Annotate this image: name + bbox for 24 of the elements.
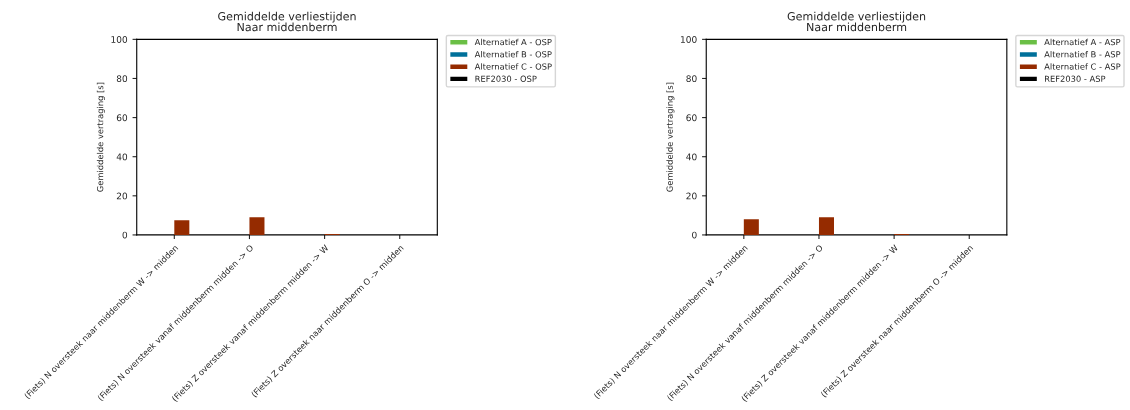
- y-tick-label: 20: [686, 192, 697, 200]
- y-tick-label: 40: [686, 153, 697, 161]
- legend-label: Alternatief C - OSP: [474, 63, 552, 70]
- y-tick-label: 0: [692, 231, 697, 239]
- chart-title: Gemiddelde verliestijden Naar middenberm: [218, 11, 356, 32]
- chart-title: Gemiddelde verliestijden Naar middenberm: [787, 11, 926, 32]
- legend-label: REF2030 - ASP: [1045, 75, 1106, 82]
- y-tick-label: 60: [116, 114, 128, 122]
- legend-label: Alternatief B - ASP: [1044, 51, 1121, 58]
- y-tick-label: 20: [116, 192, 128, 200]
- legend-label: Alternatief B - OSP: [474, 51, 552, 58]
- y-tick-label: 80: [686, 75, 697, 83]
- y-axis-title: Gemiddelde vertraging [s]: [666, 82, 675, 192]
- legend-label: Alternatief A - OSP: [474, 38, 552, 46]
- legend-label: Alternatief C - ASP: [1044, 63, 1121, 70]
- y-axis-title: Gemiddelde vertraging [s]: [96, 82, 105, 192]
- legend-label: REF2030 - OSP: [475, 75, 537, 82]
- y-tick-label: 80: [116, 75, 128, 83]
- y-tick-label: 100: [111, 36, 128, 43]
- y-tick-label: 100: [680, 36, 697, 43]
- y-tick-label: 40: [116, 153, 128, 161]
- legend-label: Alternatief A - ASP: [1044, 38, 1121, 46]
- y-tick-label: 60: [686, 114, 697, 122]
- y-tick-label: 0: [122, 231, 128, 239]
